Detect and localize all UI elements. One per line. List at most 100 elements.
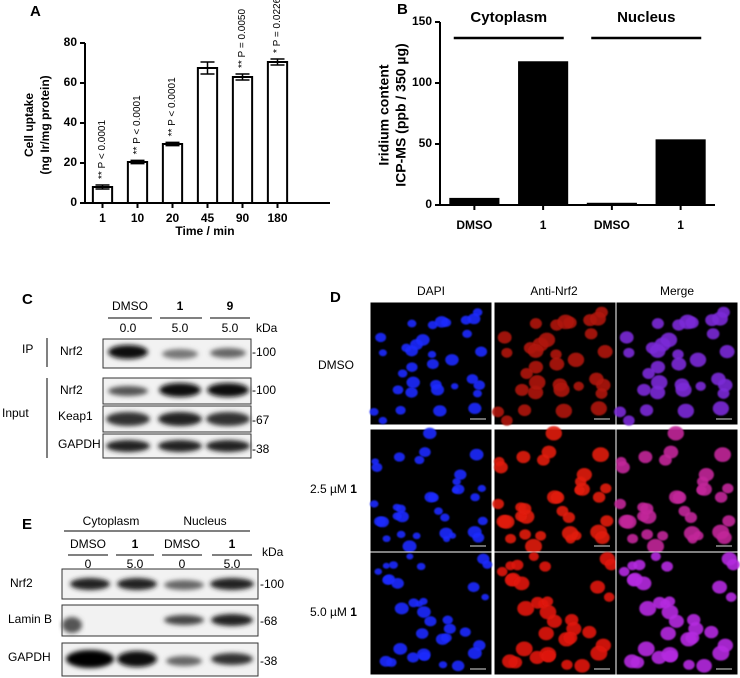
y-tick-label: 50 [419,136,433,150]
cell [538,626,554,641]
cell [530,596,545,609]
cell [406,362,418,372]
cell [595,388,608,399]
cell [473,389,482,398]
cell [614,498,626,510]
band [70,578,110,590]
row-label: Nrf2 [10,576,33,590]
row-label: DMSO [318,358,354,372]
cell [379,655,393,667]
cell [567,352,585,368]
error-bar [165,141,180,147]
cell [535,531,547,541]
cell [466,374,479,384]
x-tick-label: 90 [236,211,250,225]
cell [393,643,408,655]
y-tick-label: 80 [64,35,78,49]
cell [494,461,508,474]
cell [672,349,684,360]
band [206,412,250,426]
cell [482,560,493,569]
cell [434,316,449,328]
cell [600,483,612,494]
cell [529,650,545,665]
cell [519,529,531,540]
y-tick-label: 60 [64,75,78,89]
cell [592,447,609,462]
unit-label: kDa [256,321,278,335]
cell [714,491,728,503]
cell [660,626,676,641]
cell [712,401,729,416]
y-axis-label: Iridium content [376,64,392,165]
cell [590,401,607,416]
cell [477,516,488,526]
band [158,440,202,452]
cell [416,334,430,346]
dose-label: 0 [85,557,92,571]
bar [655,139,706,206]
cell [426,359,439,370]
band [206,440,250,452]
y-tick-label: 150 [412,14,432,28]
y-axis-label: Cell uptake [22,93,36,157]
group-label: Nucleus [617,9,675,26]
cell [661,604,679,620]
cell [467,582,480,593]
cell [549,357,565,371]
cell [675,382,692,397]
cell [597,345,613,359]
cell [719,345,735,359]
lane-label: 1 [132,537,139,551]
cell [672,491,687,504]
cell [415,628,429,639]
cell [374,568,383,575]
cell [714,447,731,462]
cell [637,641,655,657]
cell [473,380,485,391]
bar [518,61,569,207]
row-label: Nrf2 [60,383,83,397]
band [66,650,114,668]
column-label: Anti-Nrf2 [530,284,578,298]
group-label: Cytoplasm [470,9,547,26]
cell [541,445,557,459]
cell [650,375,668,390]
error-bar [130,159,145,165]
cell [635,576,652,591]
dose-label: 5.0 [224,557,241,571]
cell [557,314,574,330]
band [117,578,157,590]
cell [667,426,684,441]
band [210,578,254,590]
cell [525,538,543,554]
kda-label: -38 [260,654,278,668]
cell [647,538,665,554]
micrographs [369,301,740,676]
cell [496,566,508,577]
cell [633,559,646,571]
cell [641,529,653,540]
cell [695,381,706,391]
cell [423,427,437,440]
cell [434,507,443,515]
cell [419,447,431,458]
cell [388,561,398,569]
cell [562,512,576,523]
cell [369,500,379,508]
cell [396,530,406,539]
cell [392,512,402,520]
cell [590,311,606,326]
cell [412,532,421,540]
cell [545,426,562,441]
x-tick-label: 1 [677,218,684,232]
cell [515,383,529,396]
cell [517,601,535,616]
x-tick-label: 180 [267,211,287,225]
panel-letter: B [397,1,408,18]
cell [378,416,388,425]
cell [604,558,618,571]
cell [505,533,517,544]
cell [677,403,695,419]
